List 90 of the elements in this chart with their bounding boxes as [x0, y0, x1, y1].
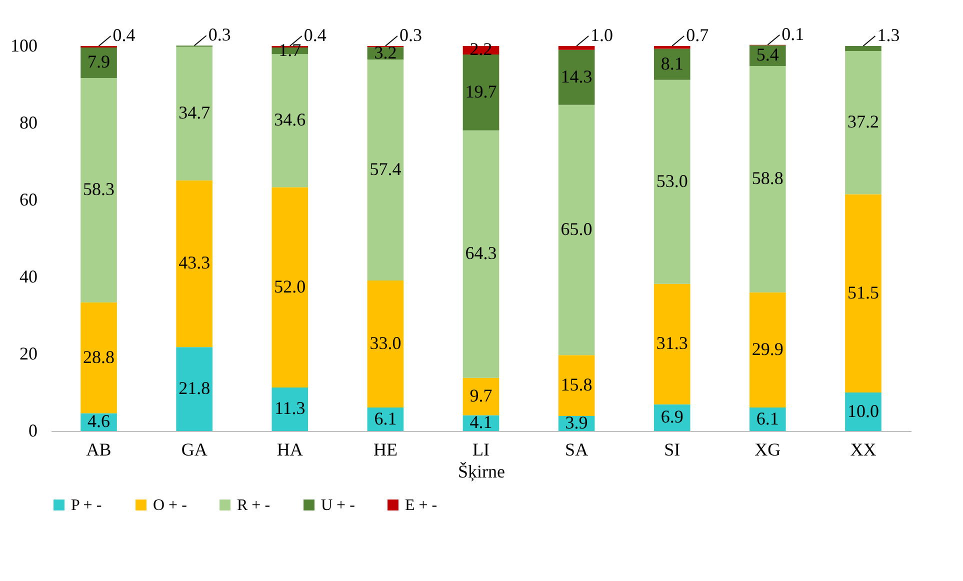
y-tick-label: 20 [20, 344, 38, 364]
bar [176, 347, 212, 431]
bar [845, 51, 882, 194]
bar [845, 392, 882, 431]
data-label: 0.7 [686, 25, 709, 45]
bar [272, 387, 308, 431]
legend-label: E + - [405, 497, 438, 514]
data-label: 1.0 [590, 25, 614, 45]
x-tick-label: SI [664, 440, 680, 460]
data-label: 0.1 [782, 24, 804, 44]
y-tick-label: 0 [28, 420, 38, 440]
bar [176, 180, 212, 348]
data-label: 65.0 [560, 219, 592, 240]
bar [558, 104, 595, 356]
y-tick-label: 60 [20, 190, 38, 210]
data-label: 6.1 [374, 408, 397, 428]
bar [462, 378, 500, 416]
data-label: 64.3 [465, 243, 497, 264]
data-label: 51.5 [847, 282, 879, 302]
legend-label: R + - [237, 497, 270, 514]
data-label: 15.8 [560, 374, 592, 395]
x-tick-label: HE [373, 440, 398, 460]
x-tick-label: LI [472, 440, 490, 460]
data-label: 0.4 [112, 25, 136, 45]
data-label: 10.0 [847, 400, 879, 421]
x-axis-title: Šķirne [458, 462, 506, 482]
bar [80, 78, 117, 302]
data-label: 57.4 [370, 158, 402, 179]
data-label: 43.3 [178, 252, 210, 273]
data-label: 6.9 [660, 406, 684, 427]
legend-label: O + - [153, 497, 187, 514]
data-label: 0.4 [304, 25, 326, 45]
bar [367, 59, 404, 280]
x-tick-label: AB [86, 440, 112, 460]
data-label: 33.0 [370, 332, 402, 353]
bar [80, 302, 117, 414]
data-label: 14.3 [560, 66, 592, 86]
data-label: 31.3 [656, 333, 688, 354]
data-label: 21.8 [178, 378, 210, 398]
data-label: 34.7 [178, 102, 210, 123]
data-label: 9.7 [470, 386, 492, 406]
legend-label: U + - [321, 497, 355, 514]
bar [845, 194, 882, 392]
bar [558, 355, 595, 416]
bar [558, 46, 595, 50]
x-tick-label: GA [181, 440, 208, 460]
data-label: 34.6 [274, 110, 306, 130]
y-tick-label: 80 [20, 112, 38, 132]
data-label: 0.3 [208, 24, 231, 45]
data-label: 3.9 [565, 412, 588, 432]
data-label: 37.2 [847, 112, 879, 132]
data-label: 8.1 [660, 53, 684, 74]
data-label: 58.3 [83, 179, 115, 200]
bar [654, 80, 690, 284]
data-label: 0.3 [399, 25, 422, 45]
data-label: 58.8 [752, 168, 784, 188]
data-label: 3.2 [374, 42, 397, 62]
bar [654, 48, 690, 80]
bar [558, 50, 595, 105]
y-tick-label: 40 [20, 266, 38, 286]
bar [845, 46, 882, 52]
bar [750, 408, 786, 431]
bar [462, 130, 500, 378]
legend-label: P + - [71, 497, 102, 514]
data-label: 1.3 [877, 25, 900, 45]
x-tick-label: HA [276, 440, 303, 460]
bar [272, 187, 308, 388]
bar [654, 46, 690, 49]
data-label: 7.9 [88, 52, 110, 72]
data-label: 52.0 [274, 276, 306, 296]
bar [80, 48, 117, 78]
data-label: 19.7 [465, 81, 497, 102]
x-tick-label: XG [754, 440, 781, 460]
bar [750, 292, 786, 408]
x-tick-label: SA [565, 440, 588, 460]
bar [654, 284, 690, 404]
data-label: 6.1 [756, 408, 779, 428]
data-label: 5.4 [756, 44, 779, 65]
data-label: 4.6 [88, 411, 110, 432]
y-tick-label: 100 [10, 36, 38, 56]
bar [176, 46, 212, 180]
bar [462, 54, 500, 130]
x-tick-label: XX [850, 440, 876, 460]
bar [367, 280, 404, 408]
data-label: 11.3 [274, 398, 306, 418]
bar [750, 66, 786, 292]
data-label: 4.1 [470, 412, 492, 432]
data-label: 29.9 [752, 338, 784, 359]
data-label: 53.0 [656, 170, 688, 191]
data-label: 28.8 [83, 346, 115, 367]
